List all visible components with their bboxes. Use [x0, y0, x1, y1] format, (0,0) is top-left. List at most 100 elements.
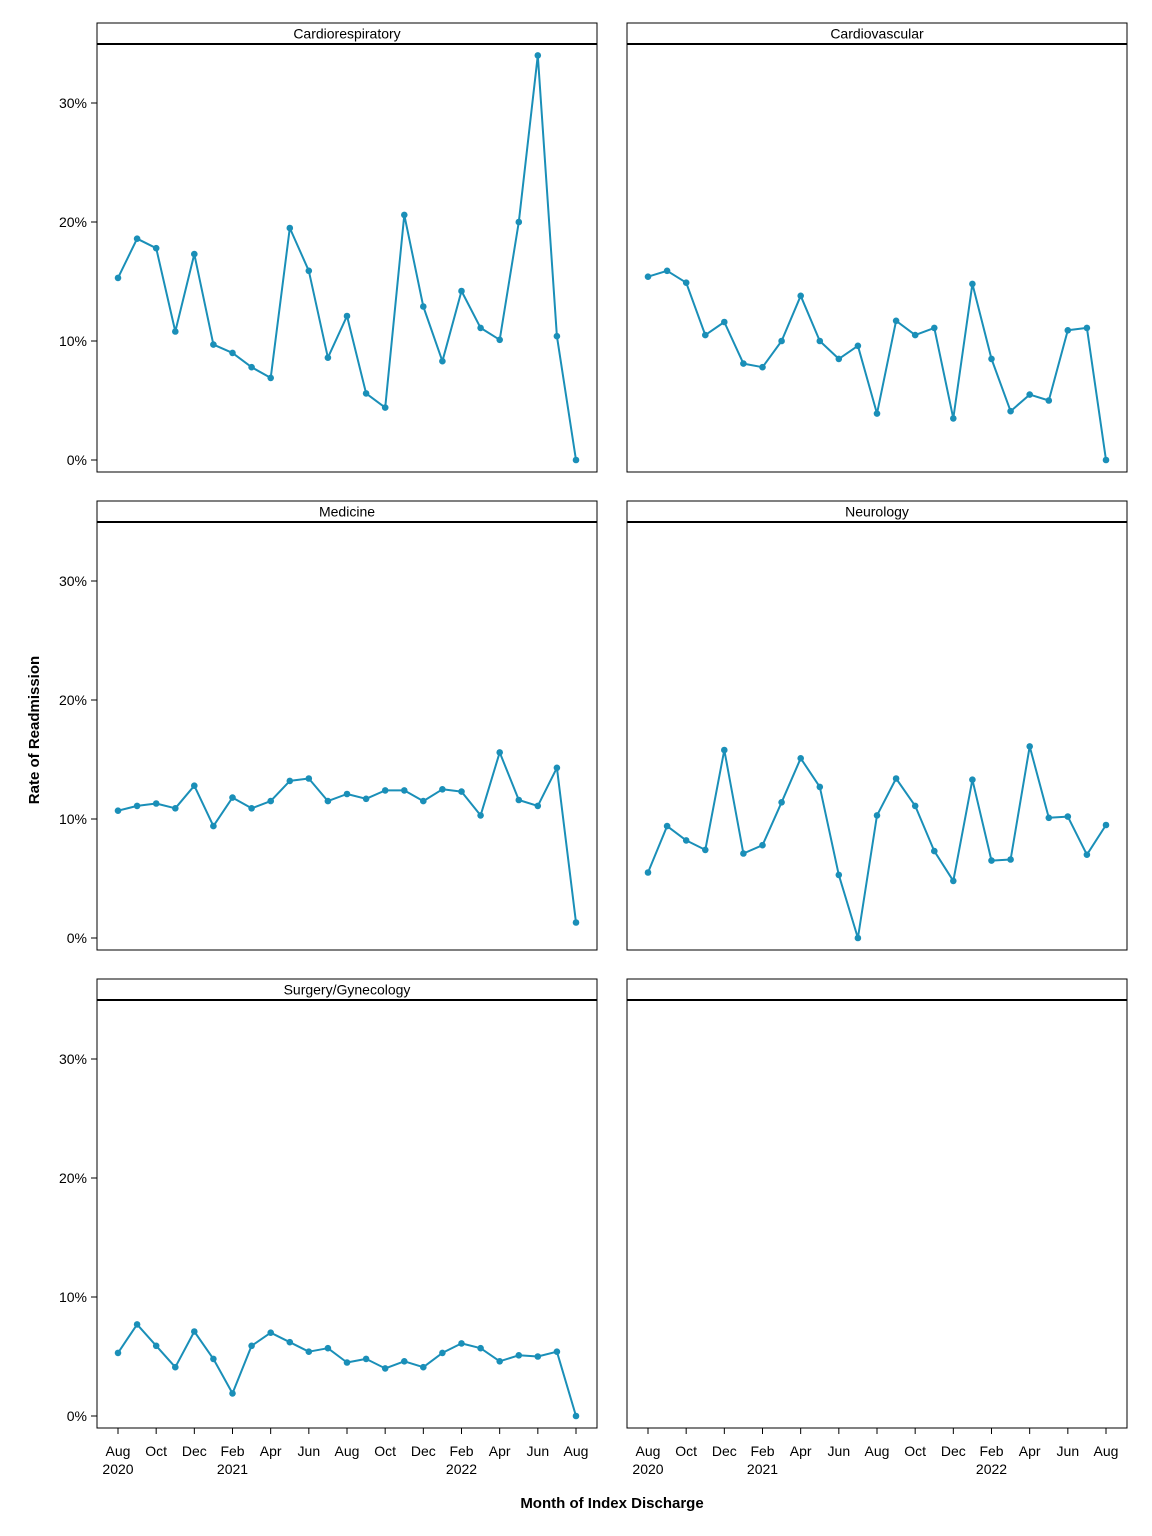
- data-point-medicine: [572, 919, 580, 926]
- data-point-surgery-gynecology: [324, 1344, 332, 1352]
- x-tick-label-month: Dec: [941, 1443, 966, 1459]
- data-point-surgery-gynecology: [248, 1342, 255, 1350]
- data-point-medicine: [248, 805, 255, 812]
- y-tick-label: 0%: [67, 1408, 87, 1424]
- data-point-surgery-gynecology: [229, 1390, 236, 1397]
- data-point-cardiovascular: [1102, 456, 1110, 464]
- data-point-neurology: [1102, 821, 1110, 829]
- y-tick-label: 30%: [59, 1051, 87, 1067]
- y-tick-label: 30%: [59, 95, 87, 111]
- data-point-neurology: [931, 847, 938, 855]
- data-point-neurology: [1026, 743, 1033, 750]
- data-point-cardiorespiratory: [152, 244, 160, 252]
- panel-title-surgery-gynecology: Surgery/Gynecology: [284, 982, 411, 998]
- y-tick-label: 0%: [67, 930, 87, 946]
- data-point-medicine: [553, 764, 561, 772]
- data-point-cardiorespiratory: [172, 328, 179, 335]
- data-point-medicine: [172, 805, 179, 812]
- data-point-cardiorespiratory: [114, 274, 122, 282]
- data-point-medicine: [114, 807, 122, 814]
- data-point-medicine: [305, 775, 313, 782]
- data-point-cardiorespiratory: [362, 390, 370, 397]
- x-tick-label-month: Jun: [298, 1443, 321, 1459]
- data-point-neurology: [644, 869, 652, 876]
- panel-frame-cardiorespiratory: [96, 43, 598, 473]
- data-point-surgery-gynecology: [553, 1348, 561, 1355]
- x-tick-label-month: Apr: [1019, 1443, 1041, 1459]
- data-point-medicine: [477, 812, 484, 819]
- data-point-neurology: [873, 812, 881, 819]
- data-point-medicine: [210, 822, 217, 830]
- panel-title-cardiorespiratory: Cardiorespiratory: [293, 26, 400, 42]
- data-point-cardiovascular: [663, 267, 671, 275]
- x-tick-label-month: Jun: [1057, 1443, 1080, 1459]
- data-point-surgery-gynecology: [496, 1358, 504, 1365]
- data-point-cardiovascular: [950, 415, 957, 422]
- x-tick-label-month: Oct: [374, 1443, 396, 1459]
- data-point-medicine: [229, 794, 236, 801]
- x-tick-label-month: Dec: [712, 1443, 737, 1459]
- data-point-surgery-gynecology: [572, 1412, 580, 1420]
- data-point-neurology: [892, 775, 900, 782]
- data-point-cardiovascular: [778, 337, 785, 345]
- data-point-neurology: [740, 850, 747, 857]
- data-point-cardiorespiratory: [133, 235, 141, 242]
- data-point-neurology: [663, 822, 671, 830]
- panel-title-cardiovascular: Cardiovascular: [830, 26, 924, 42]
- data-point-surgery-gynecology: [305, 1348, 313, 1355]
- data-point-cardiovascular: [682, 279, 690, 287]
- data-point-cardiorespiratory: [477, 324, 484, 332]
- data-point-cardiorespiratory: [534, 52, 542, 59]
- data-point-cardiovascular: [969, 280, 976, 288]
- data-point-cardiovascular: [702, 331, 709, 339]
- data-point-cardiorespiratory: [343, 312, 351, 320]
- data-point-cardiorespiratory: [496, 336, 504, 344]
- data-point-cardiorespiratory: [572, 456, 580, 464]
- x-tick-label-month: Jun: [828, 1443, 851, 1459]
- data-point-cardiorespiratory: [210, 341, 217, 348]
- data-point-surgery-gynecology: [343, 1359, 351, 1366]
- data-point-surgery-gynecology: [133, 1321, 141, 1328]
- series-line-surgery-gynecology: [117, 1323, 577, 1417]
- data-point-surgery-gynecology: [267, 1329, 275, 1336]
- x-tick-label-month: Feb: [750, 1443, 774, 1459]
- data-point-surgery-gynecology: [534, 1353, 542, 1360]
- data-point-medicine: [420, 797, 427, 805]
- y-tick-label: 10%: [59, 1289, 87, 1305]
- data-point-cardiovascular: [1064, 327, 1072, 334]
- data-point-cardiorespiratory: [458, 287, 465, 295]
- data-point-cardiovascular: [644, 273, 652, 281]
- x-tick-label-month: Aug: [865, 1443, 890, 1459]
- data-point-cardiorespiratory: [229, 349, 236, 357]
- data-point-surgery-gynecology: [172, 1363, 179, 1371]
- data-point-cardiovascular: [721, 318, 728, 326]
- data-point-surgery-gynecology: [381, 1365, 389, 1372]
- data-point-medicine: [515, 796, 523, 804]
- x-tick-label-month: Jun: [527, 1443, 550, 1459]
- x-axis-title: Month of Index Discharge: [520, 1495, 703, 1512]
- data-point-surgery-gynecology: [362, 1355, 370, 1363]
- series-line-cardiorespiratory: [117, 54, 577, 461]
- data-point-neurology: [854, 934, 862, 942]
- data-point-medicine: [343, 790, 351, 798]
- panel-frame-neurology: [626, 521, 1128, 951]
- data-point-surgery-gynecology: [439, 1349, 446, 1357]
- data-point-neurology: [835, 871, 843, 879]
- data-point-medicine: [401, 787, 408, 794]
- data-point-neurology: [1045, 814, 1053, 822]
- x-tick-label-month: Dec: [411, 1443, 436, 1459]
- data-point-cardiorespiratory: [248, 363, 255, 371]
- x-tick-label-year: 2020: [632, 1461, 663, 1477]
- data-point-medicine: [496, 749, 504, 756]
- x-tick-label-month: Dec: [182, 1443, 207, 1459]
- data-point-neurology: [988, 857, 995, 864]
- series-line-cardiovascular: [647, 269, 1107, 461]
- data-point-cardiovascular: [1026, 391, 1033, 398]
- data-point-neurology: [950, 877, 957, 885]
- data-point-cardiovascular: [892, 317, 900, 325]
- x-tick-label-month: Apr: [260, 1443, 282, 1459]
- data-point-neurology: [778, 799, 785, 806]
- data-point-neurology: [702, 846, 709, 854]
- panel-frame-medicine: [96, 521, 598, 951]
- x-tick-label-month: Aug: [1094, 1443, 1119, 1459]
